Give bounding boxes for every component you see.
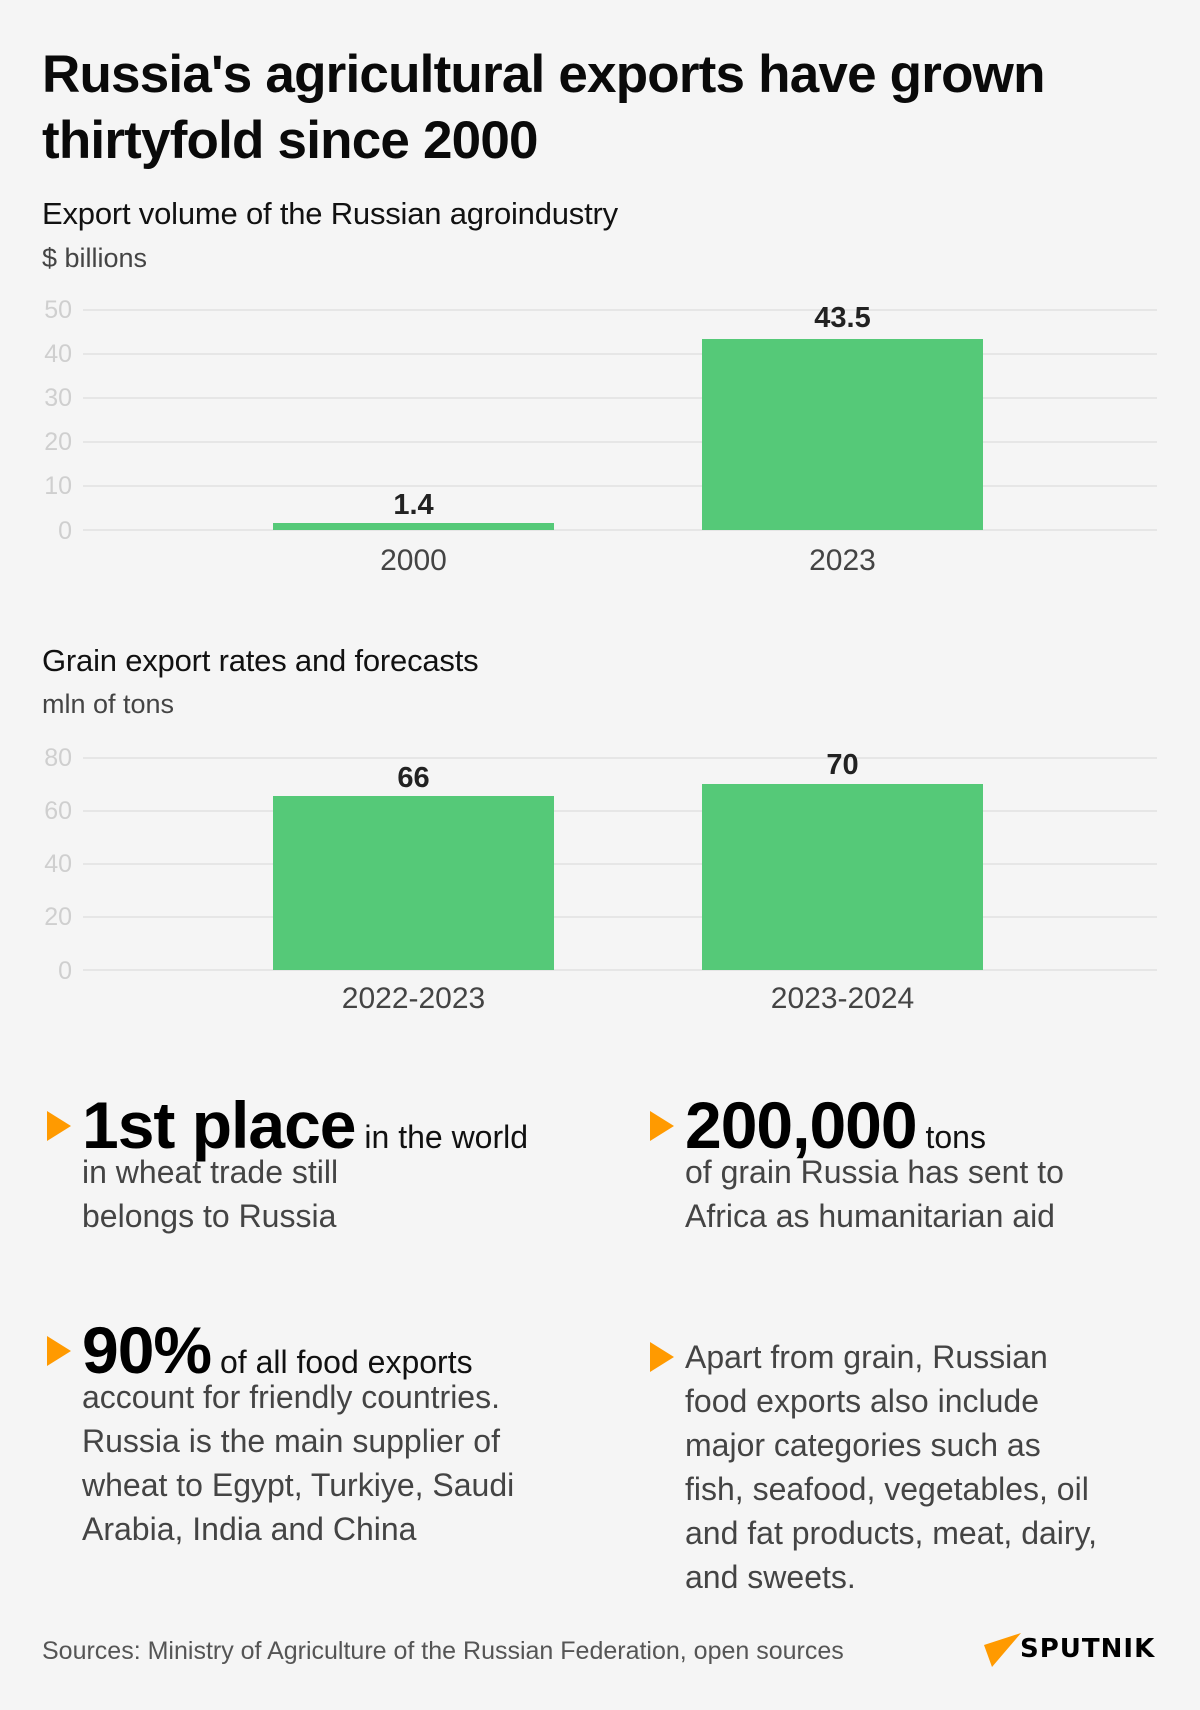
fact-lead: of all food exports xyxy=(220,1344,473,1380)
y-tick: 40 xyxy=(44,850,72,878)
chart-unit-billions: $ billions xyxy=(42,243,148,273)
bar-2000 xyxy=(273,523,554,530)
y-tick: 10 xyxy=(44,472,72,500)
y-tick: 40 xyxy=(44,340,72,368)
bar-value-2023-2024: 70 xyxy=(826,749,859,781)
fact-line: Apart from grain, Russian xyxy=(685,1339,1048,1375)
arrow-bullet-icon xyxy=(47,1111,71,1141)
fact-headline: 90% of all food exports xyxy=(82,1317,514,1383)
gridline-baseline xyxy=(83,529,1157,531)
y-tick: 0 xyxy=(58,957,72,985)
gridline xyxy=(83,485,1157,487)
y-tick: 0 xyxy=(58,517,72,545)
bar-2023-2024 xyxy=(702,784,983,970)
bar-value-2000: 1.4 xyxy=(393,489,434,521)
x-label-2000: 2000 xyxy=(380,544,447,577)
fact-text: 1st place in the world in wheat trade st… xyxy=(82,1092,528,1238)
sources-note: Sources: Ministry of Agriculture of the … xyxy=(42,1637,844,1665)
gridline-baseline xyxy=(83,969,1157,971)
sputnik-logo-icon xyxy=(984,1633,1021,1667)
bar-value-2023: 43.5 xyxy=(814,302,871,334)
chart-title-export-volume: Export volume of the Russian agroindustr… xyxy=(42,196,618,231)
fact-highlight: 90% xyxy=(82,1313,212,1387)
arrow-bullet-icon xyxy=(650,1111,674,1141)
fact-line: fish, seafood, vegetables, oil xyxy=(685,1471,1089,1507)
fact-line: of grain Russia has sent to xyxy=(685,1154,1064,1190)
fact-line: in wheat trade still xyxy=(82,1154,339,1190)
fact-text: 90% of all food exports account for frie… xyxy=(82,1317,514,1551)
fact-line: Russia is the main supplier of xyxy=(82,1423,500,1459)
page-title: Russia's agricultural exports have grown… xyxy=(42,45,1045,170)
fact-text: 200,000 tons of grain Russia has sent to… xyxy=(685,1092,1064,1238)
bar-value-2022-2023: 66 xyxy=(397,762,430,794)
fact-lead: in the world xyxy=(364,1119,529,1155)
chart-unit-mln-tons: mln of tons xyxy=(42,689,175,719)
fact-line: wheat to Egypt, Turkiye, Saudi xyxy=(82,1467,515,1503)
fact-line: Africa as humanitarian aid xyxy=(685,1198,1055,1234)
logo-text: SPUTNIK xyxy=(1020,1634,1156,1664)
gridline xyxy=(83,757,1157,759)
arrow-bullet-icon xyxy=(47,1336,71,1366)
y-tick: 80 xyxy=(44,744,72,772)
fact-headline: 200,000 tons xyxy=(685,1092,1064,1158)
gridline xyxy=(83,397,1157,399)
arrow-bullet-icon xyxy=(650,1342,674,1372)
fact-line: major categories such as xyxy=(685,1427,1041,1463)
y-tick: 60 xyxy=(44,797,72,825)
gridline xyxy=(83,810,1157,812)
fact-highlight: 200,000 xyxy=(685,1088,918,1162)
fact-line: food exports also include xyxy=(685,1383,1039,1419)
gridline xyxy=(83,916,1157,918)
sputnik-logo: SPUTNIK xyxy=(982,1630,1162,1670)
bar-2023 xyxy=(702,339,983,530)
y-tick: 50 xyxy=(44,296,72,324)
fact-line: account for friendly countries. xyxy=(82,1379,500,1415)
x-label-2023-2024: 2023-2024 xyxy=(770,982,915,1015)
x-label-2023: 2023 xyxy=(809,544,876,577)
gridline xyxy=(83,863,1157,865)
y-tick: 30 xyxy=(44,384,72,412)
y-tick: 20 xyxy=(44,903,72,931)
fact-line: belongs to Russia xyxy=(82,1198,337,1234)
y-tick: 20 xyxy=(44,428,72,456)
fact-line: and fat products, meat, dairy, xyxy=(685,1515,1098,1551)
fact-highlight: 1st place xyxy=(82,1088,356,1162)
bar-2022-2023 xyxy=(273,796,554,970)
chart-title-grain-export: Grain export rates and forecasts xyxy=(42,643,479,678)
x-label-2022-2023: 2022-2023 xyxy=(341,982,486,1015)
fact-lead: tons xyxy=(925,1119,986,1155)
gridline xyxy=(83,353,1157,355)
gridline xyxy=(83,441,1157,443)
gridline xyxy=(83,309,1157,311)
fact-text: Apart from grain, Russian food exports a… xyxy=(685,1335,1097,1599)
fact-line: Arabia, India and China xyxy=(82,1511,417,1547)
fact-headline: 1st place in the world xyxy=(82,1092,528,1158)
fact-line: and sweets. xyxy=(685,1559,856,1595)
